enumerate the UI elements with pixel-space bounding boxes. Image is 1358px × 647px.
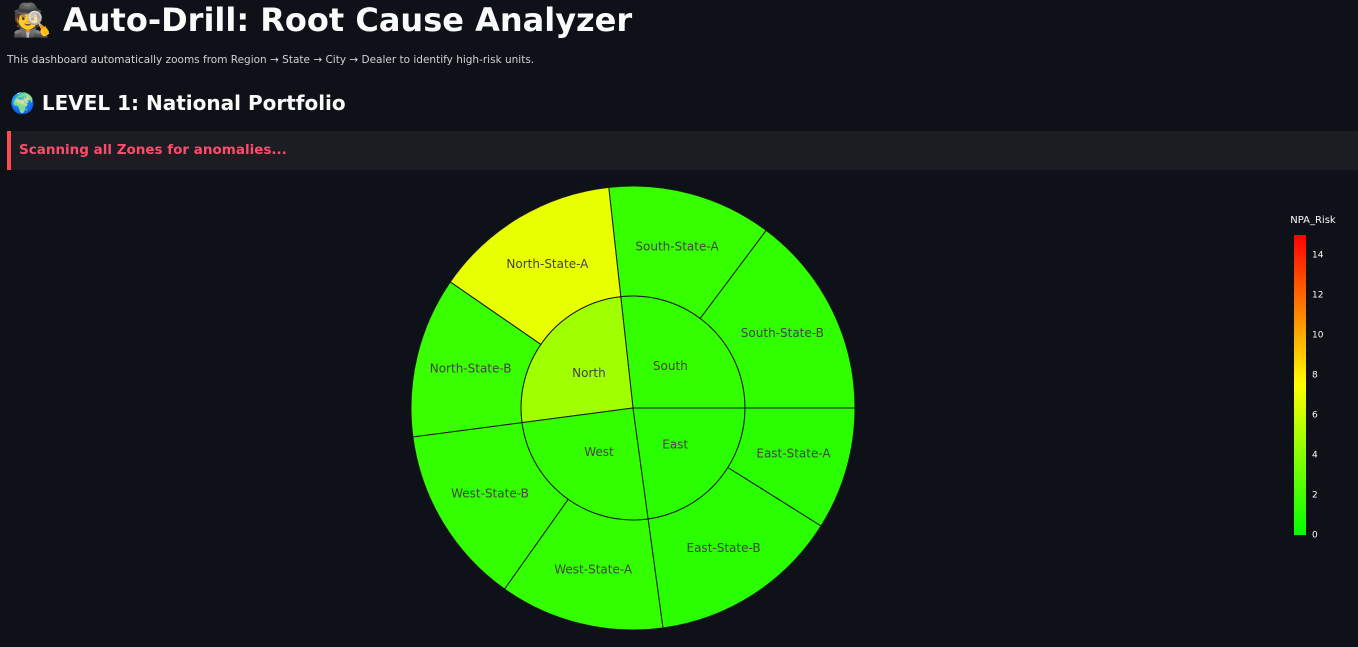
sector-label: East-State-B: [687, 541, 761, 555]
sector-label: South-State-B: [741, 326, 824, 340]
section-title: 🌍 LEVEL 1: National Portfolio: [10, 91, 346, 115]
sector-label: East: [662, 437, 688, 451]
sector-label: East-State-A: [756, 447, 831, 461]
colorbar-tick-label: 8: [1312, 371, 1318, 381]
sector-label: North: [572, 366, 606, 380]
sector-label: West-State-A: [554, 563, 633, 577]
colorbar: [1294, 235, 1306, 535]
sector-label: West-State-B: [451, 487, 529, 501]
colorbar-tick-label: 0: [1312, 531, 1318, 541]
page-title: 🕵️ Auto-Drill: Root Cause Analyzer: [12, 1, 633, 39]
sunburst-sector: [727, 407, 856, 527]
colorbar-tick-label: 6: [1312, 411, 1318, 421]
alert-box: Scanning all Zones for anomalies...: [7, 131, 1358, 170]
colorbar-tick-label: 10: [1312, 331, 1324, 341]
sector-label: North-State-A: [506, 257, 589, 271]
colorbar-tick-label: 2: [1312, 491, 1318, 501]
sector-label: North-State-B: [430, 361, 512, 375]
colorbar-tick-label: 4: [1312, 451, 1318, 461]
sunburst-sector: [699, 229, 856, 409]
sector-label: South-State-A: [635, 239, 719, 253]
sector-label: South: [653, 359, 688, 373]
subtitle: This dashboard automatically zooms from …: [7, 54, 535, 66]
colorbar-title: NPA_Risk: [1290, 215, 1336, 226]
alert-text: Scanning all Zones for anomalies...: [19, 142, 287, 158]
sector-label: West: [584, 445, 614, 459]
sunburst-sector: [449, 186, 622, 346]
colorbar-tick-label: 12: [1312, 291, 1323, 301]
chart: South South-State-B South-State-A North Nort…: [410, 185, 1336, 631]
colorbar-tick-label: 14: [1312, 251, 1324, 261]
